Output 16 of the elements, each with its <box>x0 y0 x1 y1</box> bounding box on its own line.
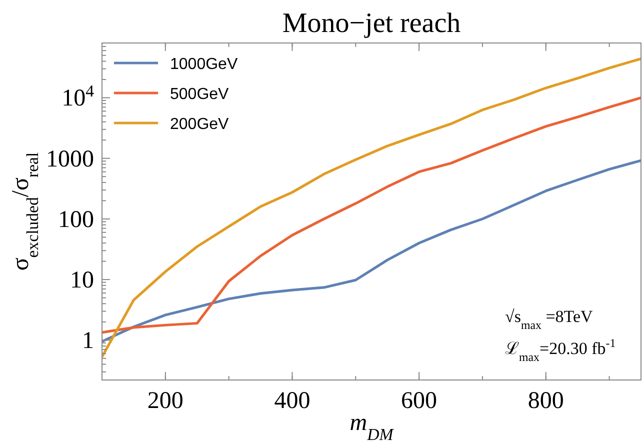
legend-label: 1000GeV <box>170 56 238 73</box>
y-tick-label: 1000 <box>46 146 94 172</box>
y-tick-label: 10$^{4}$ <box>62 81 95 112</box>
chart-title: Mono−jet reach <box>282 8 461 39</box>
legend-label: 200GeV <box>170 116 230 133</box>
y-tick-label: 100 <box>58 206 94 233</box>
x-tick-label: 600 <box>401 388 438 414</box>
annotation: √s$_{max}$ =8TeV <box>505 307 594 332</box>
y-tick-label: 10 <box>70 268 94 294</box>
legend-label: 500GeV <box>170 86 230 103</box>
y-tick-label: 1 <box>82 328 94 354</box>
annotation: ℒ$_{max}$=20.30 fb$^{-1}$ <box>505 336 616 364</box>
x-axis-title: m$_{DM}$ <box>350 410 394 444</box>
x-tick-label: 400 <box>274 388 310 414</box>
x-tick-label: 800 <box>528 388 564 414</box>
x-tick-label: 200 <box>147 388 184 414</box>
